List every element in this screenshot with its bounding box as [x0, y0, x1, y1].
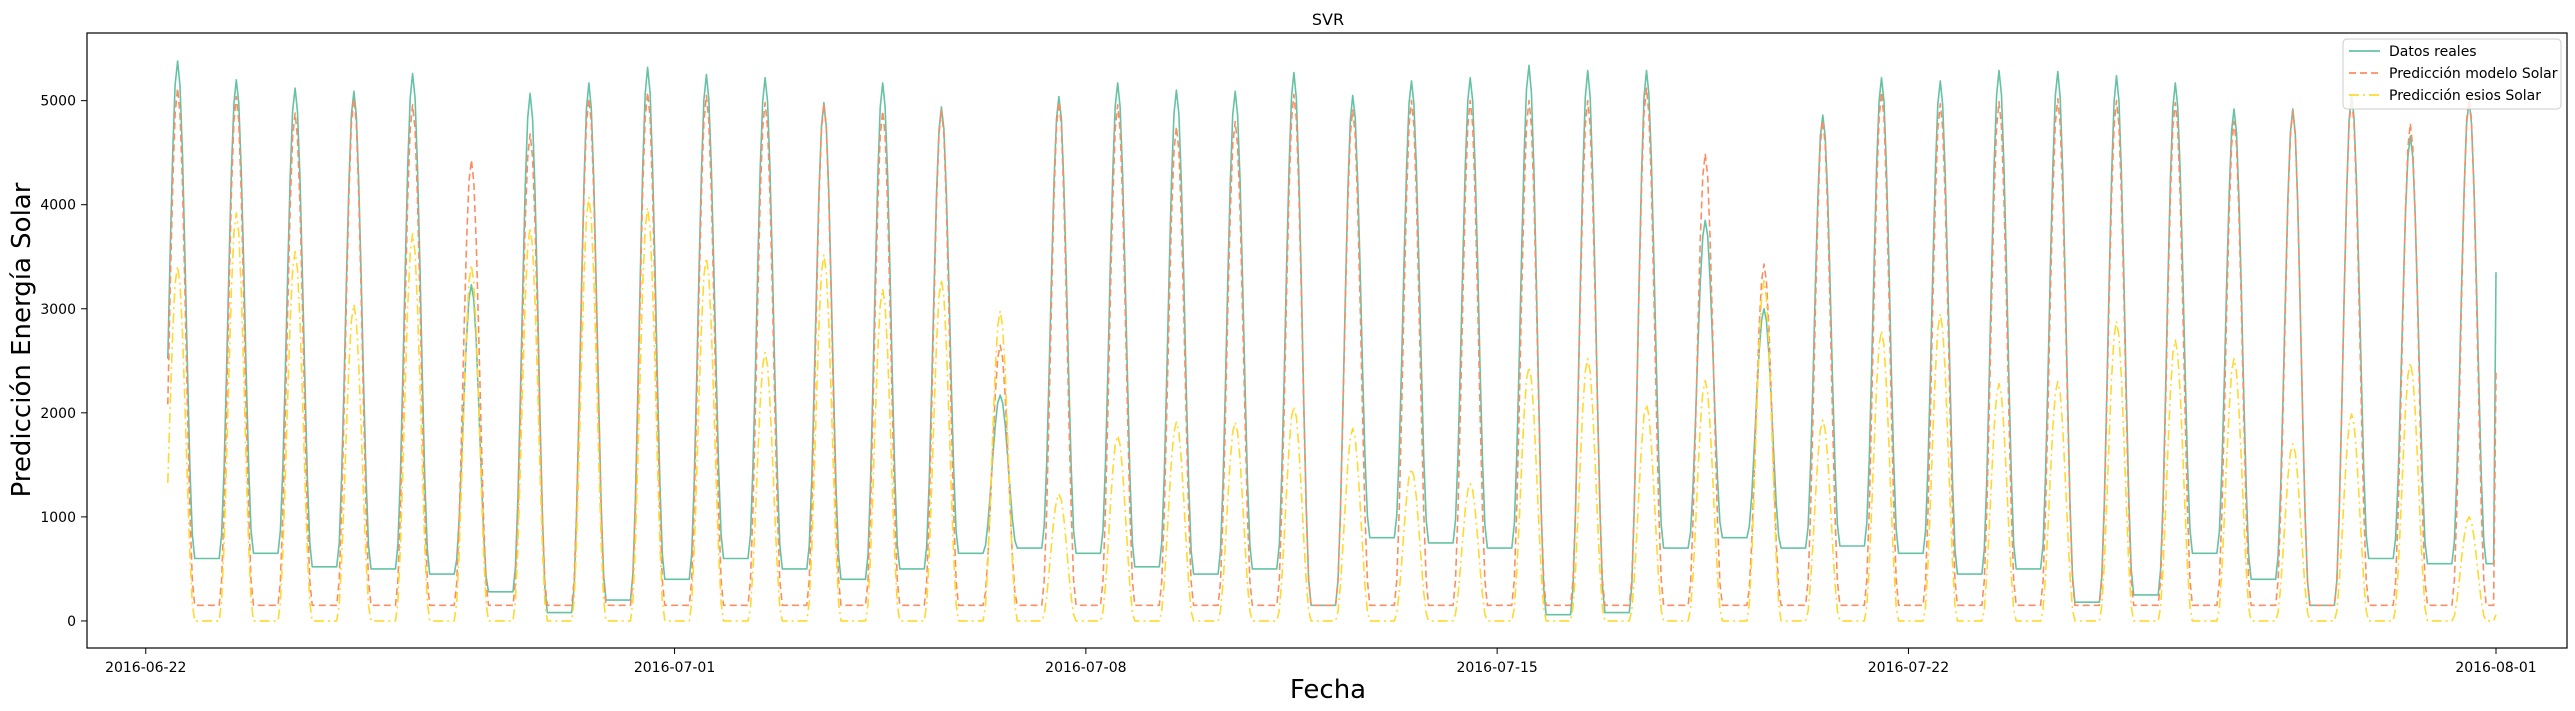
legend-label: Datos reales	[2389, 44, 2477, 60]
y-tick-label: 0	[67, 614, 76, 630]
y-tick-label: 4000	[40, 198, 76, 214]
x-axis-title: Fecha	[1290, 675, 1366, 705]
y-tick-label: 2000	[40, 406, 76, 422]
legend-label: Predicción esios Solar	[2389, 88, 2541, 104]
y-axis: 0 1000 2000 3000 4000 5000	[40, 94, 87, 630]
plot-area	[86, 32, 2568, 649]
x-tick-label: 2016-07-08	[1045, 660, 1126, 676]
x-tick-label: 2016-07-22	[1868, 660, 1949, 676]
series-line-prediccion-modelo-solar	[167, 87, 2497, 607]
legend-label: Predicción modelo Solar	[2389, 66, 2558, 82]
series-layer	[167, 60, 2497, 622]
x-axis: 2016-06-22 2016-07-01 2016-07-08 2016-07-15…	[105, 648, 2537, 676]
chart-title: SVR	[1312, 10, 1344, 29]
plot-frame	[86, 32, 2568, 649]
x-tick-label: 2016-08-01	[2455, 660, 2536, 676]
legend-frame	[2342, 38, 2562, 110]
x-tick-label: 2016-07-01	[634, 660, 715, 676]
y-axis-title: Predicción Energía Solar	[7, 182, 37, 497]
x-tick-label: 2016-07-15	[1456, 660, 1537, 676]
y-tick-label: 5000	[40, 94, 76, 110]
x-tick-label: 2016-06-22	[105, 660, 186, 676]
series-line-prediccion-esios-solar	[167, 196, 2497, 622]
y-tick-label: 3000	[40, 302, 76, 318]
legend: Datos reales Predicción modelo Solar Predi…	[2342, 38, 2562, 110]
y-tick-label: 1000	[40, 510, 76, 526]
